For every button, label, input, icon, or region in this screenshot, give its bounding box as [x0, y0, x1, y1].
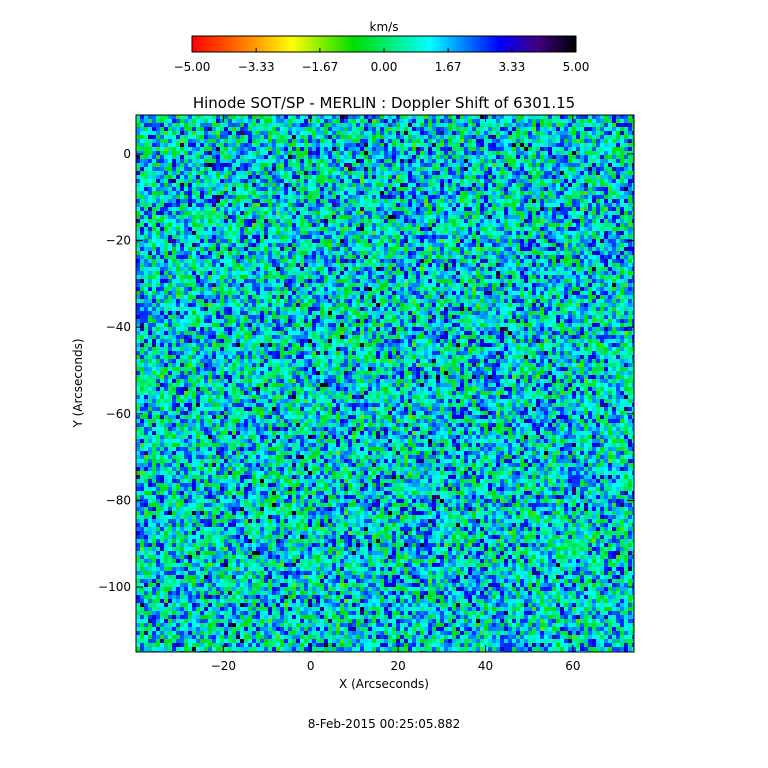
doppler-heatmap-image: [136, 115, 634, 652]
colorbar-ticks: −5.00 −3.33 −1.67 0.00 1.67 3.33 5.00: [174, 48, 590, 74]
colorbar-tick-label: −5.00: [174, 60, 211, 74]
y-tick-label: −40: [106, 320, 131, 334]
x-tick-label: 40: [478, 659, 493, 673]
y-tick-label: −100: [98, 580, 131, 594]
x-axis-ticks: −20 0 20 40 60: [211, 115, 580, 673]
plot-area: −20 0 20 40 60 0 −20 −40 −60 −80 −100: [98, 114, 635, 673]
x-tick-label: 60: [565, 659, 580, 673]
x-tick-label: −20: [211, 659, 236, 673]
colorbar-tick-label: 3.33: [499, 60, 526, 74]
y-tick-label: −20: [106, 234, 131, 248]
colorbar: km/s −5.00 −3.33 −1.67 0.00 1.67 3.33 5.00: [174, 20, 590, 74]
colorbar-tick-label: 0.00: [371, 60, 398, 74]
y-tick-label: 0: [123, 147, 131, 161]
y-axis-label: Y (Arcseconds): [71, 338, 85, 428]
timestamp: 8-Feb-2015 00:25:05.882: [308, 717, 461, 731]
y-tick-label: −80: [106, 493, 131, 507]
colorbar-unit-label: km/s: [370, 20, 399, 34]
colorbar-tick-label: −3.33: [238, 60, 275, 74]
colorbar-tick-label: −1.67: [301, 60, 338, 74]
y-axis-ticks: 0 −20 −40 −60 −80 −100: [98, 147, 634, 594]
colorbar-tick-label: 1.67: [435, 60, 462, 74]
plot-frame: [135, 114, 635, 653]
y-tick-label: −60: [106, 407, 131, 421]
x-tick-label: 0: [307, 659, 315, 673]
chart-title: Hinode SOT/SP - MERLIN : Doppler Shift o…: [193, 94, 575, 112]
colorbar-tick-label: 5.00: [563, 60, 590, 74]
x-axis-label: X (Arcseconds): [339, 677, 429, 691]
x-tick-label: 20: [390, 659, 405, 673]
